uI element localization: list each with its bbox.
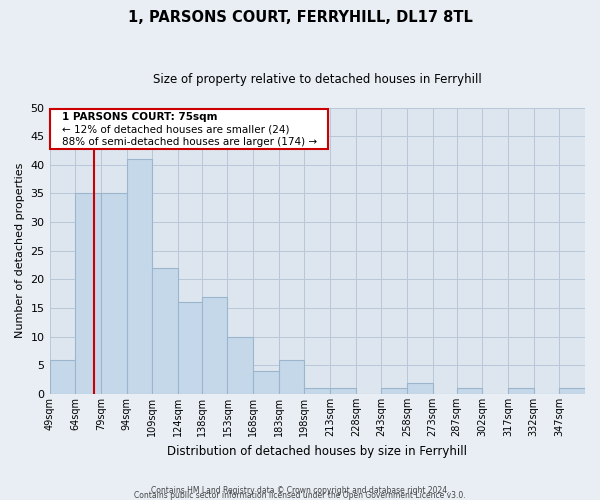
Bar [101,194,127,394]
Bar [202,296,227,394]
Text: 1 PARSONS COURT: 75sqm: 1 PARSONS COURT: 75sqm [62,112,217,122]
Bar [227,336,253,394]
Bar [127,159,152,394]
Text: ← 12% of detached houses are smaller (24): ← 12% of detached houses are smaller (24… [62,124,289,134]
FancyBboxPatch shape [50,108,328,149]
Text: Contains HM Land Registry data © Crown copyright and database right 2024.: Contains HM Land Registry data © Crown c… [151,486,449,495]
Bar [508,388,533,394]
Bar [457,388,482,394]
Text: 1, PARSONS COURT, FERRYHILL, DL17 8TL: 1, PARSONS COURT, FERRYHILL, DL17 8TL [128,10,472,25]
Bar [407,382,433,394]
Bar [178,302,202,394]
Bar [279,360,304,394]
Bar [304,388,330,394]
Bar [152,268,178,394]
X-axis label: Distribution of detached houses by size in Ferryhill: Distribution of detached houses by size … [167,444,467,458]
Bar [330,388,356,394]
Bar [50,360,75,394]
Y-axis label: Number of detached properties: Number of detached properties [15,163,25,338]
Title: Size of property relative to detached houses in Ferryhill: Size of property relative to detached ho… [153,72,482,86]
Text: Contains public sector information licensed under the Open Government Licence v3: Contains public sector information licen… [134,490,466,500]
Bar [75,194,101,394]
Bar [253,371,279,394]
Bar [559,388,585,394]
Bar [382,388,407,394]
Text: 88% of semi-detached houses are larger (174) →: 88% of semi-detached houses are larger (… [62,138,317,147]
